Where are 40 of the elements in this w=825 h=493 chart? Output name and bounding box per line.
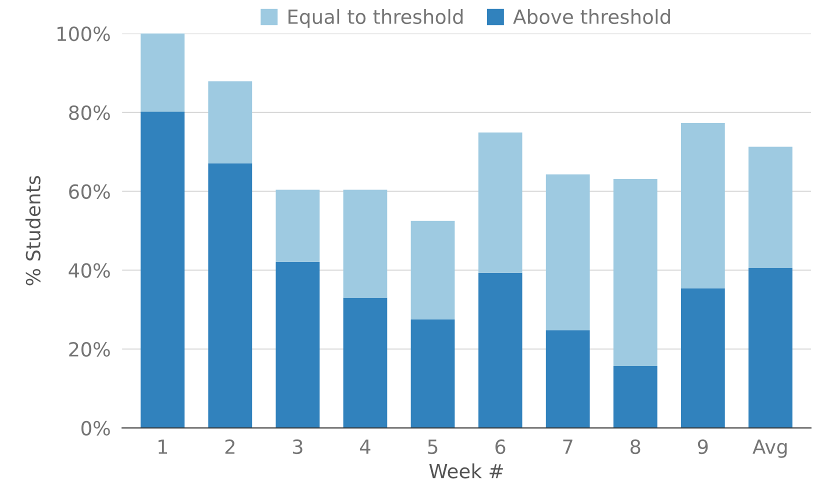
bar bbox=[276, 190, 320, 262]
y-tick-label: 0% bbox=[81, 420, 110, 436]
x-tick-label: 3 bbox=[292, 439, 302, 454]
bar bbox=[546, 174, 590, 330]
bar bbox=[478, 272, 522, 428]
bar bbox=[410, 319, 455, 428]
bar bbox=[343, 190, 388, 298]
legend-label: Above threshold bbox=[513, 9, 670, 24]
bar bbox=[208, 81, 252, 164]
y-axis-title: % Students bbox=[25, 176, 41, 286]
bar bbox=[680, 123, 725, 288]
y-tick-label: 100% bbox=[58, 26, 110, 42]
bar bbox=[748, 146, 792, 268]
y-tick-label: 40% bbox=[68, 263, 110, 278]
x-axis-title: Week # bbox=[429, 463, 503, 478]
x-tick-label: 9 bbox=[698, 439, 708, 454]
y-tick-label: 20% bbox=[69, 342, 110, 357]
bar bbox=[140, 34, 185, 112]
y-tick-label: 80% bbox=[69, 105, 110, 120]
x-tick-label: 1 bbox=[158, 440, 168, 454]
bar bbox=[276, 262, 320, 428]
x-tick-label: 4 bbox=[360, 440, 370, 454]
bar bbox=[546, 330, 590, 428]
bar bbox=[748, 268, 792, 428]
x-tick-label: Avg bbox=[752, 440, 787, 458]
y-tick-label: 60% bbox=[69, 184, 110, 199]
x-tick-label: 7 bbox=[563, 440, 572, 454]
bar bbox=[478, 132, 522, 273]
x-tick-label: 6 bbox=[495, 439, 506, 454]
bar bbox=[613, 366, 658, 428]
legend-label: Equal to threshold bbox=[288, 9, 463, 28]
x-tick-label: 5 bbox=[428, 440, 438, 454]
bar bbox=[613, 179, 658, 366]
bar bbox=[410, 220, 455, 320]
bar bbox=[680, 288, 725, 428]
bar bbox=[140, 112, 185, 428]
bar bbox=[208, 163, 252, 428]
bar bbox=[343, 298, 388, 428]
x-tick-label: 8 bbox=[630, 439, 640, 454]
x-tick-label: 2 bbox=[225, 439, 234, 454]
